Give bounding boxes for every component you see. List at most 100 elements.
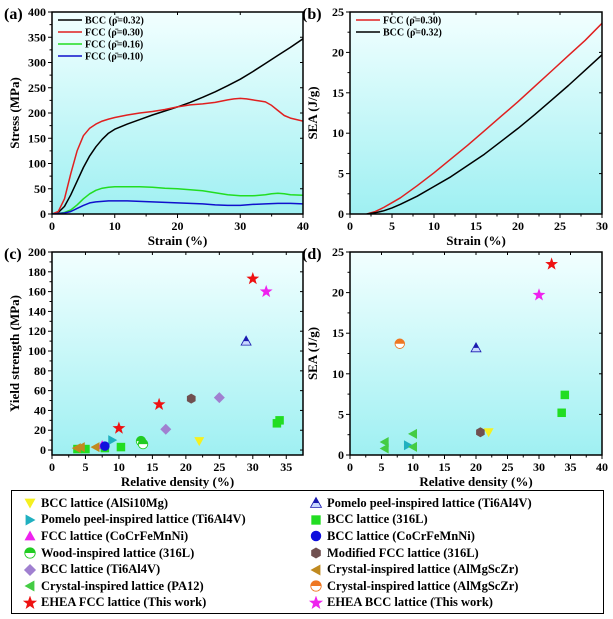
legend-item-label: Crystal-inspired lattice (AlMgScZr)	[327, 562, 519, 577]
data-point	[112, 421, 126, 434]
y-tick-label: 200	[28, 106, 46, 120]
legend-item: Pomelo peel-inspired lattice (Ti6Al4V)	[22, 512, 246, 529]
marker-fill	[313, 497, 319, 504]
y-tick-label: 140	[28, 304, 46, 318]
y-tick-label: 0	[40, 207, 46, 221]
y-tick-label: 15	[332, 86, 344, 100]
x-tick-label: 25	[502, 460, 514, 474]
x-tick-label: 10	[407, 460, 419, 474]
data-point	[137, 438, 149, 450]
plot-area	[350, 12, 602, 214]
marker-fill	[310, 581, 322, 587]
y-tick-label: 15	[332, 326, 344, 340]
legend-item-label: Wood-inspired lattice (316L)	[41, 545, 195, 560]
data-point	[90, 442, 100, 453]
data-point	[194, 437, 205, 447]
legend-item-label: BCC lattice (CoCrFeMnNi)	[327, 528, 475, 543]
legend-marker	[23, 563, 37, 576]
plot-frame	[51, 11, 304, 215]
y-tick-label: 80	[34, 364, 46, 378]
panel-label: (a)	[4, 6, 23, 23]
marker-fill	[138, 439, 148, 445]
data-point	[408, 441, 417, 452]
x-tick-label: 30	[234, 219, 246, 233]
marker-fill	[24, 547, 36, 554]
legend-item: Modified FCC lattice (316L)	[308, 545, 532, 562]
panel-label: (b)	[302, 6, 322, 23]
legend-item: BCC lattice (Ti6Al4V)	[22, 561, 246, 578]
x-tick-label: 10	[428, 219, 440, 233]
legend-item-label: BCC lattice (AlSi10Mg)	[41, 495, 169, 510]
x-tick-label: 30	[533, 460, 545, 474]
x-tick-label: 25	[554, 219, 566, 233]
circle-half-orange-marker-icon	[310, 580, 322, 592]
y-tick-label: 160	[28, 285, 46, 299]
x-tick-label: 25	[213, 460, 225, 474]
legend-marker	[308, 595, 324, 609]
data-point	[403, 440, 413, 451]
plot-area	[52, 252, 303, 455]
tri-down-marker-icon	[24, 498, 36, 509]
legend-label-1: BCC (ρ̄=0.32)	[383, 28, 442, 39]
y-tick-label: 300	[28, 56, 46, 70]
legend-left-column: BCC lattice (AlSi10Mg) Pomelo peel-inspir…	[22, 495, 246, 611]
data-point	[483, 428, 494, 438]
y-tick-label: 0	[338, 448, 344, 462]
data-point	[116, 442, 126, 452]
x-tick-label: 35	[280, 460, 292, 474]
data-point	[476, 427, 485, 438]
x-tick-label: 15	[439, 460, 451, 474]
legend-label-0: FCC (ρ̄=0.30)	[383, 16, 441, 27]
data-point	[394, 338, 405, 349]
panel-label: (c)	[4, 246, 22, 263]
legend-marker	[25, 514, 36, 526]
y-tick-label: 180	[28, 265, 46, 279]
data-point	[470, 341, 482, 353]
legend-marker	[24, 498, 36, 509]
marker-legend: BCC lattice (AlSi10Mg) Pomelo peel-inspir…	[11, 490, 604, 614]
y-tick-label: 20	[332, 45, 344, 59]
data-point	[557, 408, 566, 418]
legend-marker	[309, 496, 323, 509]
data-layer	[379, 257, 570, 454]
series-line-1	[52, 97, 303, 214]
legend-right-column: Pomelo peel-inspired lattice (Ti6Al4V) BC…	[308, 495, 532, 611]
legend-marker	[311, 515, 321, 525]
tri-left-marker-icon	[310, 564, 321, 576]
data-point	[545, 257, 558, 270]
data-point	[275, 416, 284, 425]
data-point	[213, 392, 225, 404]
y-tick-label: 0	[338, 207, 344, 221]
square-marker-icon	[311, 515, 321, 525]
legend-label-1: FCC (ρ̄=0.30)	[85, 28, 143, 39]
legend-item: BCC lattice (CoCrFeMnNi)	[308, 528, 532, 545]
y-axis-label: SEA (J/g)	[305, 86, 320, 139]
legend-item-label: EHEA FCC lattice (This work)	[41, 595, 207, 610]
series-line-3	[52, 200, 303, 214]
x-tick-label: 5	[82, 460, 88, 474]
legend-item: FCC lattice (CoCrFeMnNi)	[22, 528, 246, 545]
legend-marker	[22, 595, 38, 609]
marker-fill	[395, 339, 405, 344]
y-axis-label: SEA (J/g)	[305, 327, 320, 380]
data-point	[186, 393, 196, 404]
legend-item-label: Crystal-inspired lattice (AlMgScZr)	[327, 578, 519, 593]
data-point	[100, 441, 110, 451]
y-tick-label: 20	[332, 286, 344, 300]
y-tick-label: 60	[34, 384, 46, 398]
x-tick-label: 5	[379, 460, 385, 474]
data-point	[379, 443, 389, 454]
circle-marker-icon	[310, 531, 322, 542]
legend-item: BCC lattice (AlSi10Mg)	[22, 495, 246, 512]
y-tick-label: 50	[34, 182, 46, 196]
legend-item: Crystal-inspired lattice (PA12)	[22, 578, 246, 595]
plot-frame	[51, 251, 304, 456]
data-point	[240, 335, 252, 346]
series-line-0	[366, 22, 602, 214]
data-point	[560, 390, 570, 400]
y-tick-label: 5	[338, 407, 344, 421]
panel-label: (d)	[302, 246, 322, 263]
legend-item-label: BCC lattice (316L)	[327, 512, 428, 527]
